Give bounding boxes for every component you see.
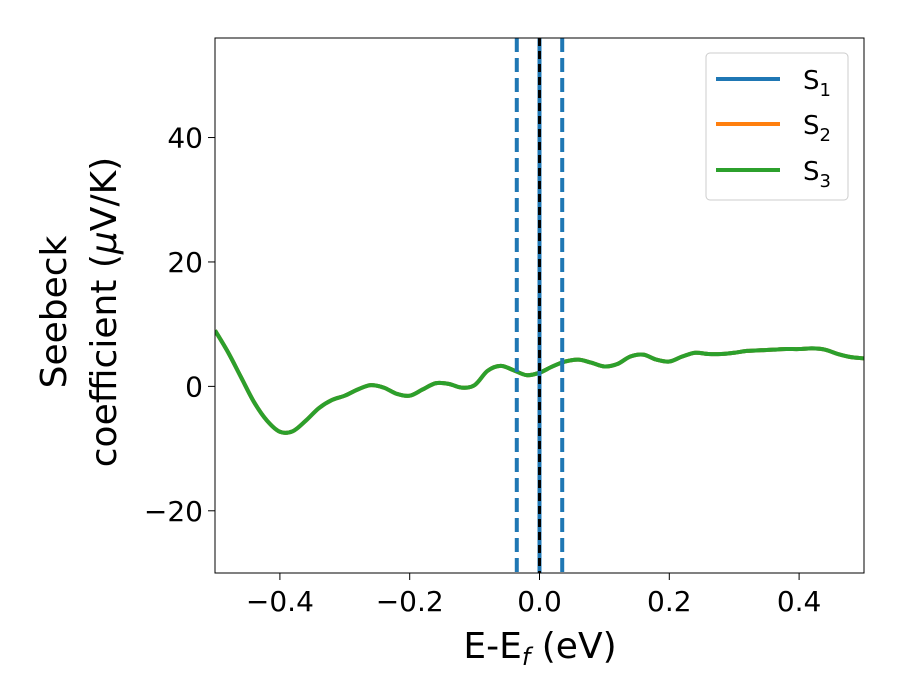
x-tick-label: 0.0 — [517, 585, 562, 618]
x-axis-label: E-Ef (eV) — [463, 626, 616, 671]
y-axis-label-line1: Seebeck — [34, 235, 75, 388]
legend-label-s2: S2 — [803, 111, 831, 146]
x-tick-label: −0.4 — [246, 585, 314, 618]
x-axis: −0.4 −0.2 0.0 0.2 0.4 — [246, 573, 821, 618]
y-axis: −20 0 20 40 — [144, 122, 215, 528]
legend-label-s3: S3 — [803, 157, 831, 192]
legend: S1 S2 S3 — [705, 52, 849, 201]
legend-box — [705, 52, 849, 201]
y-axis-label-line2: coefficient (μV/K) — [84, 157, 125, 467]
x-tick-label: −0.2 — [376, 585, 444, 618]
plot-area — [215, 38, 864, 573]
x-tick-label: 0.4 — [777, 585, 822, 618]
legend-label-s1: S1 — [803, 66, 831, 101]
y-tick-label: 40 — [167, 122, 203, 155]
y-tick-label: 20 — [167, 246, 203, 279]
y-tick-label: 0 — [185, 370, 203, 403]
y-axis-label: Seebeck coefficient (μV/K) — [34, 157, 125, 467]
x-tick-label: 0.2 — [647, 585, 692, 618]
y-tick-label: −20 — [144, 495, 203, 528]
